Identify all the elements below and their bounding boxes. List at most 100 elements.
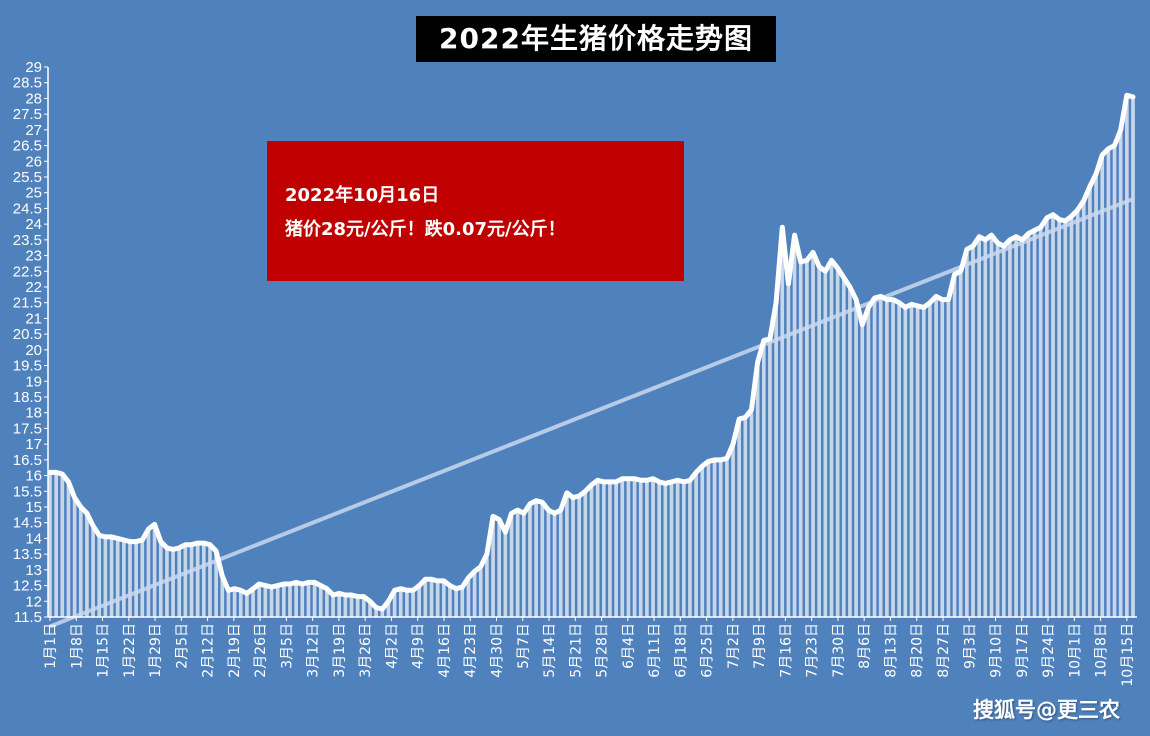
price-bar [1088, 186, 1092, 617]
price-bar [589, 485, 594, 617]
price-bar [275, 585, 280, 617]
price-bar [921, 307, 926, 617]
price-bar [1131, 96, 1135, 618]
price-bar [491, 516, 495, 617]
price-bar [306, 582, 311, 617]
price-bar [712, 459, 717, 617]
price-bar [429, 579, 434, 617]
price-bar [540, 502, 545, 617]
price-bar [343, 595, 348, 617]
price-bar [66, 481, 71, 617]
price-bar [146, 529, 151, 617]
price-bar [854, 299, 858, 617]
price-bar [952, 274, 957, 617]
x-tick-label: 6月4日 [621, 623, 637, 669]
price-bar [755, 362, 760, 617]
bars-layer [48, 95, 1135, 618]
price-bar [140, 540, 145, 617]
y-tick-label: 20.5 [13, 326, 42, 343]
x-tick-label: 7月23日 [805, 623, 821, 678]
price-bar [294, 582, 298, 617]
price-bar [288, 584, 292, 617]
price-bar [189, 544, 194, 617]
price-bar [731, 444, 735, 617]
price-bar [60, 474, 65, 617]
price-bar [749, 409, 754, 617]
price-bar [368, 601, 372, 617]
y-tick-label: 27 [25, 122, 42, 139]
y-tick-label: 28 [25, 90, 42, 107]
price-bar [841, 277, 846, 617]
price-bar [706, 461, 711, 617]
y-tick-label: 25 [25, 185, 42, 202]
x-tick-label: 1月8日 [69, 623, 85, 669]
price-bar [509, 513, 514, 617]
price-bar [405, 590, 409, 617]
price-bar [743, 417, 748, 617]
y-tick-label: 11.5 [14, 609, 42, 626]
price-bar [946, 299, 951, 617]
x-tick-label: 4月30日 [490, 623, 506, 678]
price-bar [411, 590, 415, 617]
price-bar [1008, 239, 1012, 618]
x-tick-label: 7月16日 [778, 623, 794, 678]
price-bar [109, 536, 114, 617]
y-tick-label: 15.5 [13, 483, 42, 500]
price-bar [325, 588, 329, 617]
price-bar [768, 338, 772, 617]
x-tick-label: 8月6日 [857, 623, 873, 669]
price-bar [257, 584, 262, 617]
price-bar [1057, 219, 1061, 617]
price-bar [232, 588, 237, 617]
x-tick-label: 8月27日 [936, 623, 952, 678]
price-bar [835, 268, 840, 617]
x-tick-label: 9月3日 [962, 623, 978, 669]
trendline-layer [49, 197, 1134, 629]
x-tick-label: 4月9日 [411, 623, 427, 669]
price-bar [725, 458, 729, 617]
x-tick-label: 7月30日 [831, 623, 847, 678]
price-bar [626, 478, 631, 617]
price-bar [1075, 210, 1080, 617]
price-bar [897, 302, 902, 617]
y-tick-label: 24 [25, 216, 42, 233]
y-tick-label: 16 [25, 468, 42, 485]
x-tick-label: 7月2日 [726, 623, 742, 669]
y-tick-label: 18.5 [13, 389, 42, 406]
price-bar [958, 271, 963, 617]
x-tick-label: 6月18日 [673, 623, 689, 678]
x-tick-label: 8月13日 [884, 623, 900, 678]
price-bar [891, 299, 895, 617]
price-bar [700, 466, 705, 617]
price-bar [657, 481, 662, 617]
price-bar [460, 587, 465, 617]
price-bar [134, 541, 138, 617]
price-bar [1100, 155, 1105, 617]
price-bar [903, 307, 908, 617]
y-tick-label: 26 [25, 153, 42, 170]
x-tick-label: 10月15日 [1120, 623, 1136, 687]
x-tick-label: 2月19日 [227, 623, 243, 678]
price-bar [737, 419, 742, 617]
price-bar [318, 585, 323, 617]
price-bar [971, 246, 975, 617]
price-bar [312, 582, 317, 617]
price-bar [226, 590, 231, 617]
price-bar [601, 481, 606, 617]
price-bar [195, 543, 200, 617]
x-tick-label: 4月16日 [437, 623, 453, 678]
y-tick-label: 12.5 [13, 578, 42, 595]
price-bar [1125, 95, 1129, 618]
price-bar [786, 283, 791, 617]
y-tick-label: 27.5 [13, 106, 42, 123]
price-bar [977, 236, 982, 617]
y-tick-label: 18 [25, 405, 42, 422]
price-bar [478, 566, 483, 617]
price-bar [823, 271, 828, 617]
price-bar [1020, 239, 1025, 618]
x-tick-label: 3月12日 [306, 623, 322, 678]
price-bar [103, 536, 108, 617]
x-tick-label: 1月1日 [43, 623, 59, 669]
x-tick-label: 2月26日 [253, 623, 269, 678]
